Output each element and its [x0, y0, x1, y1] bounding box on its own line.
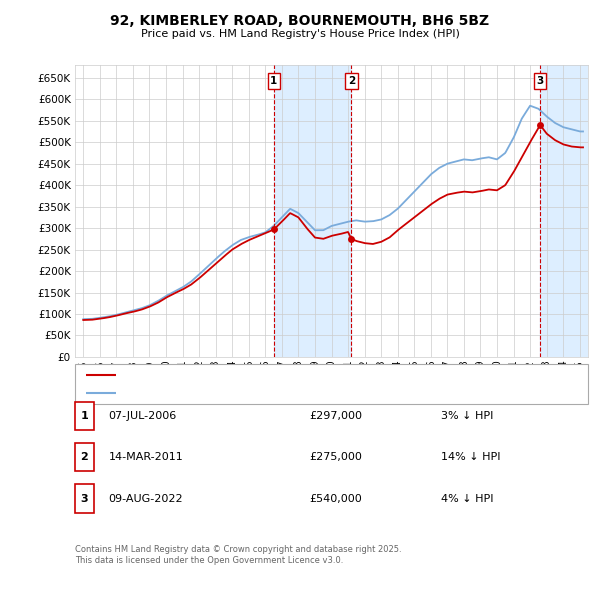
Text: 1: 1 [80, 411, 88, 421]
Text: 92, KIMBERLEY ROAD, BOURNEMOUTH, BH6 5BZ: 92, KIMBERLEY ROAD, BOURNEMOUTH, BH6 5BZ [110, 14, 490, 28]
Text: Contains HM Land Registry data © Crown copyright and database right 2025.: Contains HM Land Registry data © Crown c… [75, 545, 401, 555]
Text: £540,000: £540,000 [309, 494, 362, 503]
Text: 3: 3 [80, 494, 88, 503]
Text: 3% ↓ HPI: 3% ↓ HPI [441, 411, 493, 421]
Text: £297,000: £297,000 [309, 411, 362, 421]
Text: 07-JUL-2006: 07-JUL-2006 [109, 411, 177, 421]
Text: This data is licensed under the Open Government Licence v3.0.: This data is licensed under the Open Gov… [75, 556, 343, 565]
Text: 2: 2 [348, 76, 355, 86]
Text: 3: 3 [536, 76, 544, 86]
Text: 2: 2 [80, 453, 88, 462]
Text: 92, KIMBERLEY ROAD, BOURNEMOUTH, BH6 5BZ (detached house): 92, KIMBERLEY ROAD, BOURNEMOUTH, BH6 5BZ… [122, 371, 450, 381]
Text: £275,000: £275,000 [309, 453, 362, 462]
Text: 09-AUG-2022: 09-AUG-2022 [109, 494, 184, 503]
Text: Price paid vs. HM Land Registry's House Price Index (HPI): Price paid vs. HM Land Registry's House … [140, 29, 460, 38]
Text: 1: 1 [270, 76, 278, 86]
Bar [274, 65, 352, 357]
Text: HPI: Average price, detached house, Bournemouth Christchurch and Poole: HPI: Average price, detached house, Bour… [122, 388, 485, 398]
Text: 4% ↓ HPI: 4% ↓ HPI [441, 494, 493, 503]
Text: 14-MAR-2011: 14-MAR-2011 [109, 453, 184, 462]
Bar [540, 65, 588, 357]
Text: 14% ↓ HPI: 14% ↓ HPI [441, 453, 500, 462]
